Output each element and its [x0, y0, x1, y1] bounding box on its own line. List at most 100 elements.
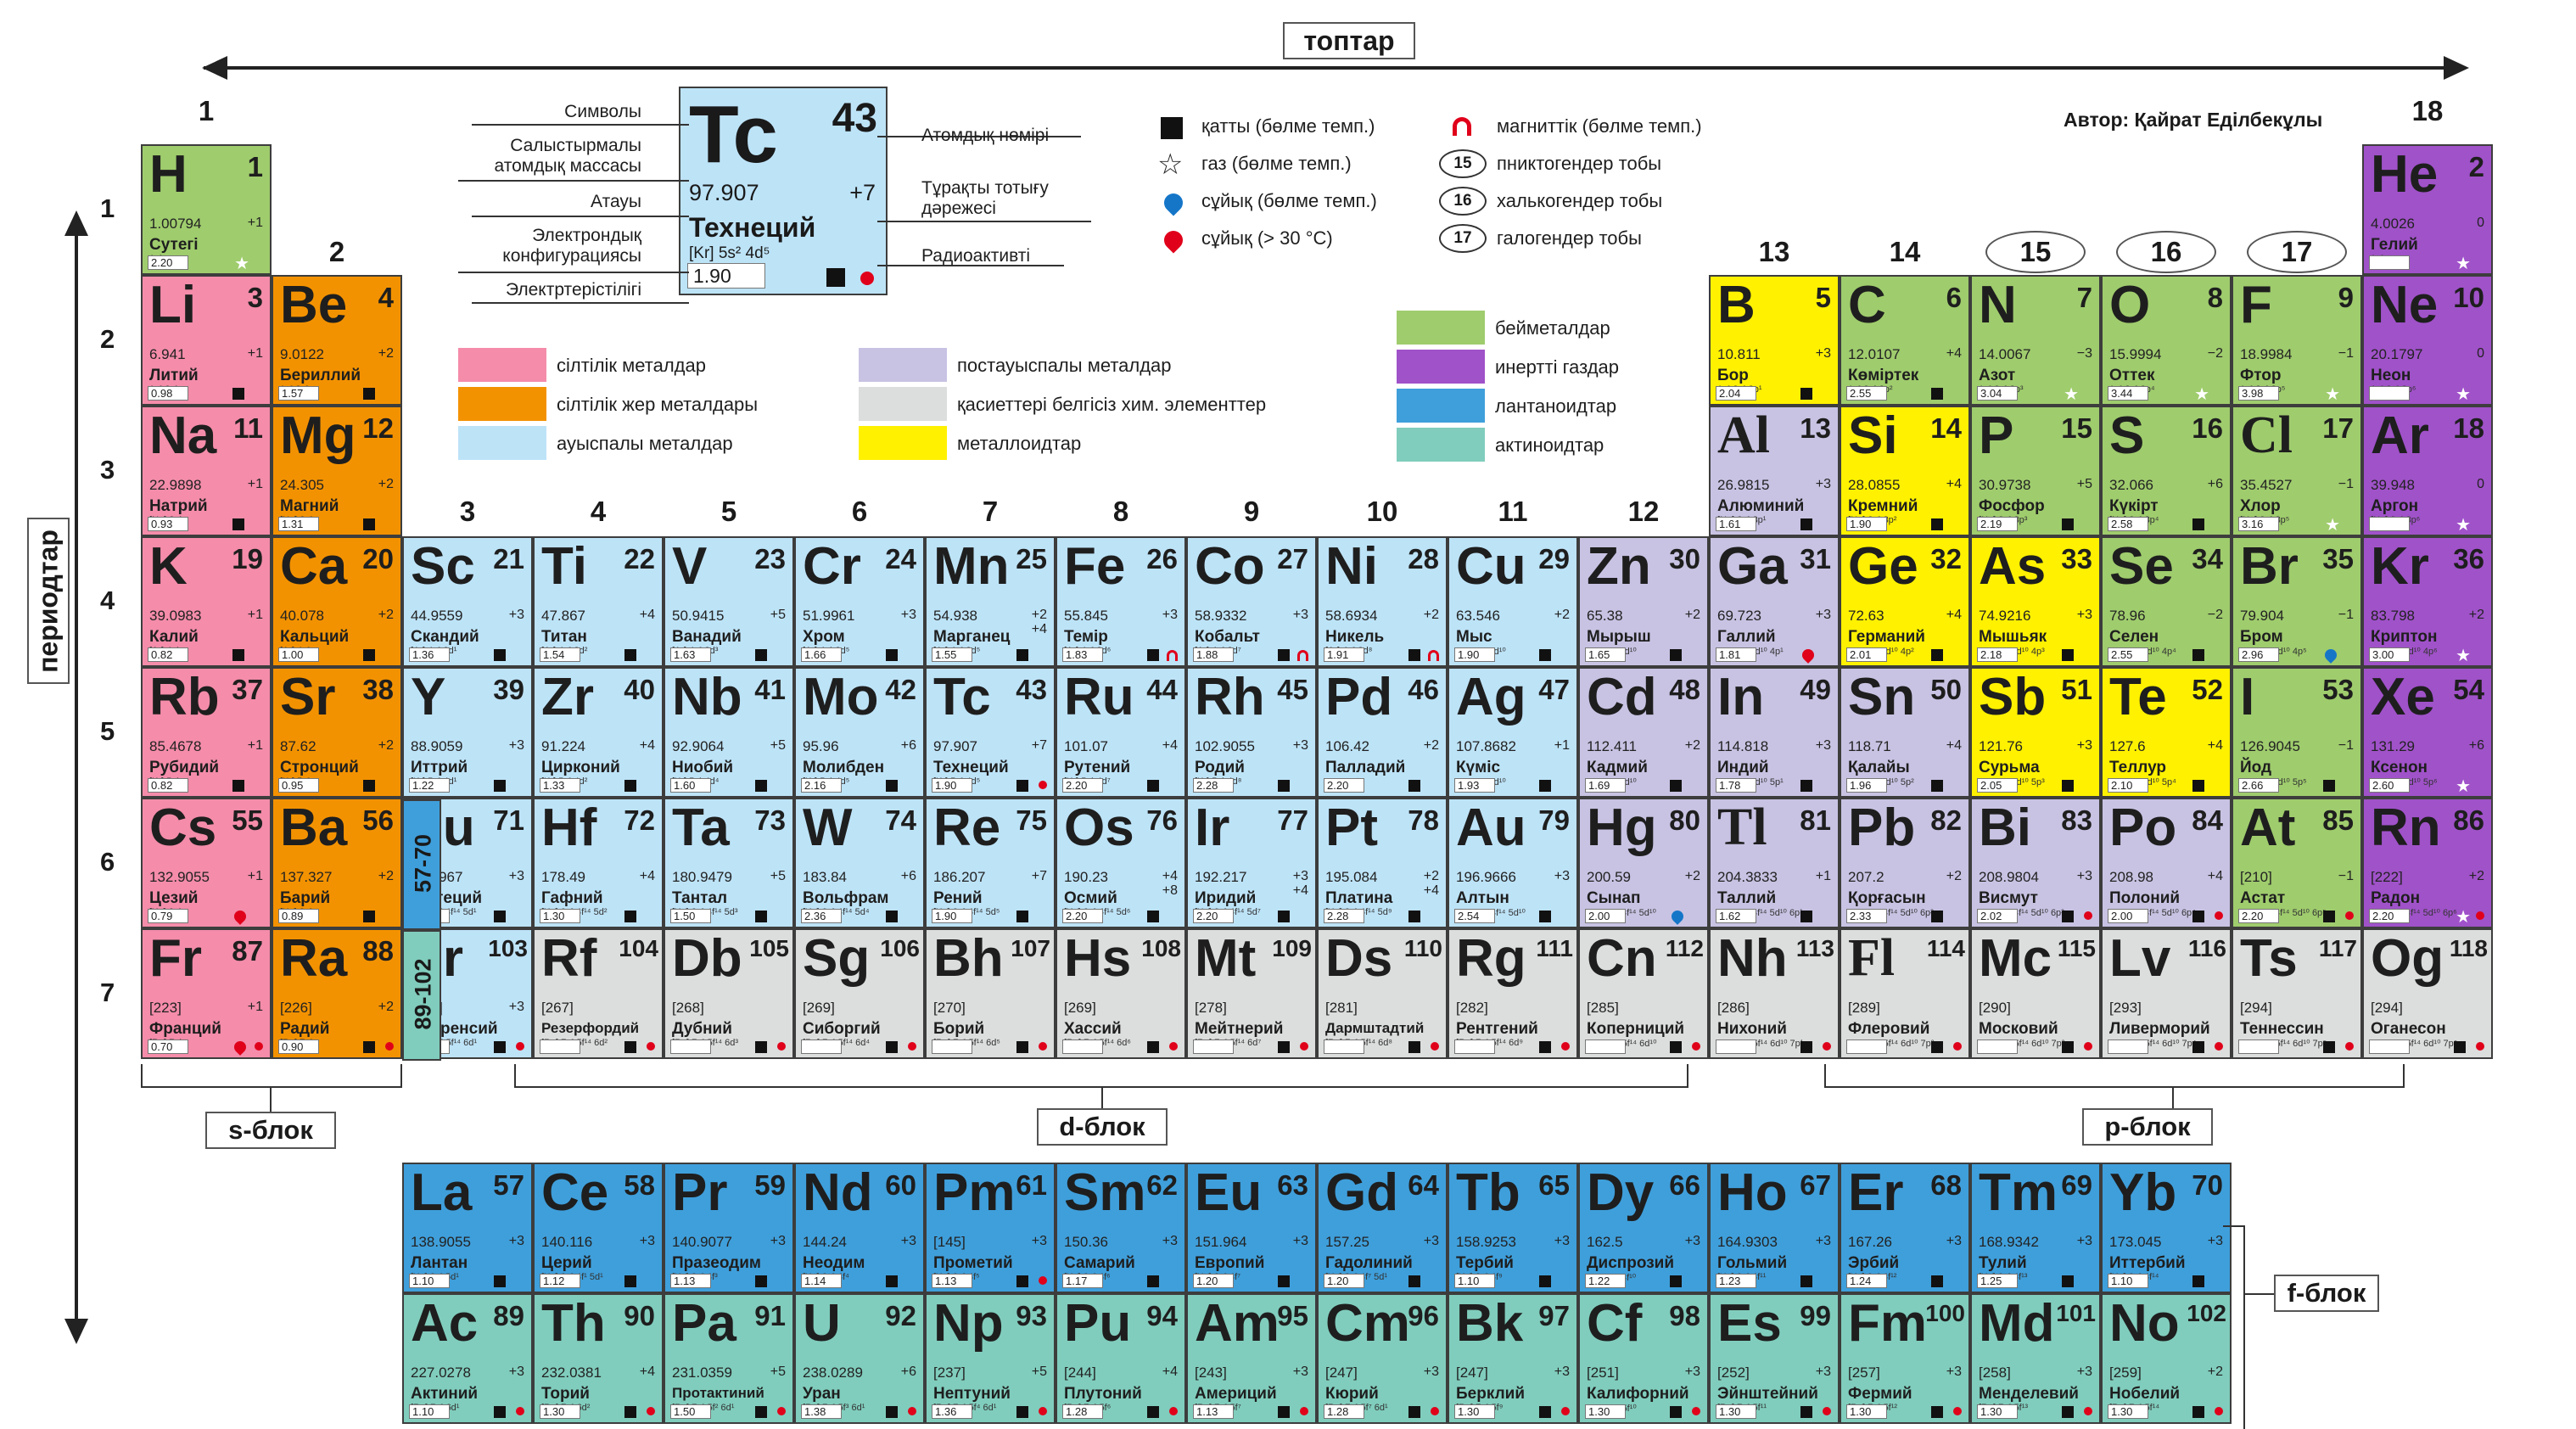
element-cell-tl[interactable]: Tl 81 204.3833 +1 Таллий [Xe] 6s² 4f¹⁴ 5d¹⁰ 6…	[1709, 798, 1840, 928]
element-cell-bi[interactable]: Bi 83 208.9804 +3 Висмут [Xe] 6s² 4f¹⁴ 5d¹⁰ 6…	[1970, 798, 2101, 928]
element-cell-h[interactable]: H11.00794+1Сутегі1s¹2.20★	[141, 144, 272, 275]
element-cell-lv[interactable]: Lv 116 [293] Ливерморий [Rn] 7s² 5f¹⁴ 6d¹⁰ 7…	[2101, 928, 2232, 1059]
element-cell-rn[interactable]: Rn 86 [222] +2 Радон [Xe] 6s² 4f¹⁴ 5d¹⁰ 6p⁶ 2.…	[2362, 798, 2493, 928]
element-cell-nh[interactable]: Nh 113 [286] Нихоний [Rn] 7s² 5f¹⁴ 6d¹⁰ 7p¹	[1709, 928, 1840, 1059]
element-cell-ts[interactable]: Ts 117 [294] Теннессин [Rn] 7s² 5f¹⁴ 6d¹⁰ 7p…	[2232, 928, 2362, 1059]
element-cell-pb[interactable]: Pb 82 207.2 +2 Қорғасын [Xe] 6s² 4f¹⁴ 5d¹⁰ 6p…	[1840, 798, 1970, 928]
element-cell-mc[interactable]: Mc 115 [290] Московий [Rn] 7s² 5f¹⁴ 6d¹⁰ 7p³	[1970, 928, 2101, 1059]
